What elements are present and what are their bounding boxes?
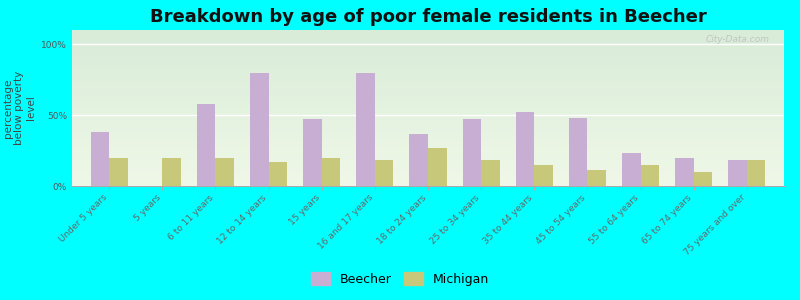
Bar: [747, 160, 766, 186]
Bar: [587, 170, 606, 186]
Bar: [569, 118, 587, 186]
Bar: [728, 160, 747, 186]
Bar: [197, 104, 215, 186]
Bar: [428, 148, 446, 186]
Bar: [641, 165, 659, 186]
Y-axis label: percentage
below poverty
level: percentage below poverty level: [2, 71, 36, 145]
Bar: [250, 73, 269, 186]
Bar: [481, 160, 500, 186]
Bar: [269, 162, 287, 186]
Bar: [215, 158, 234, 186]
Bar: [534, 165, 553, 186]
Bar: [516, 112, 534, 186]
Bar: [622, 153, 641, 186]
Bar: [303, 119, 322, 186]
Bar: [375, 160, 394, 186]
Bar: [356, 73, 375, 186]
Bar: [675, 158, 694, 186]
Bar: [462, 119, 481, 186]
Legend: Beecher, Michigan: Beecher, Michigan: [306, 267, 494, 291]
Bar: [410, 134, 428, 186]
Bar: [162, 158, 181, 186]
Title: Breakdown by age of poor female residents in Beecher: Breakdown by age of poor female resident…: [150, 8, 706, 26]
Bar: [90, 132, 109, 186]
Bar: [694, 172, 712, 186]
Text: City-Data.com: City-Data.com: [706, 35, 770, 44]
Bar: [109, 158, 128, 186]
Bar: [322, 158, 340, 186]
